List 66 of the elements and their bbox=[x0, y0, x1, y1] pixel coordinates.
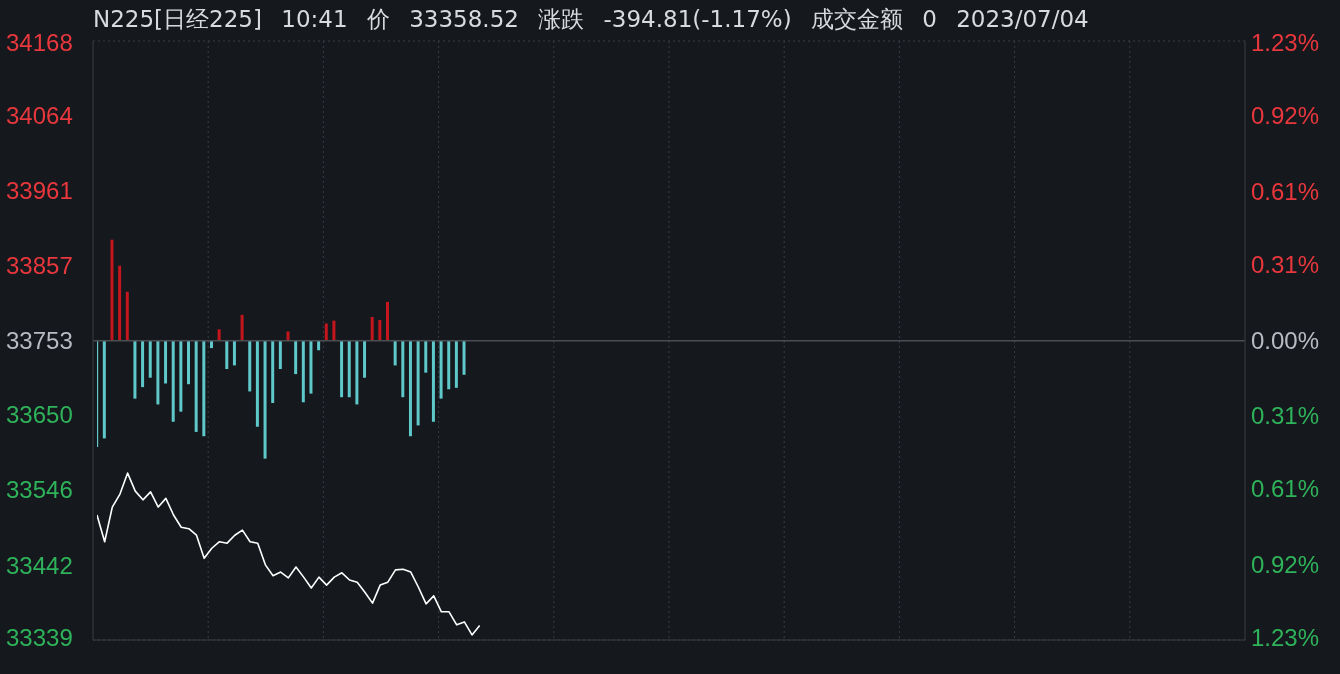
bar bbox=[347, 340, 351, 398]
bar bbox=[309, 340, 313, 394]
y2-tick-label: 0.31% bbox=[1251, 251, 1320, 279]
bar bbox=[454, 340, 458, 388]
y-tick-label: 33442 bbox=[6, 551, 73, 579]
bar bbox=[225, 340, 229, 370]
y2-tick-label: 0.31% bbox=[1251, 401, 1320, 429]
y-tick-label: 33753 bbox=[6, 326, 73, 354]
bar bbox=[202, 340, 206, 437]
y2-tick-label: 0.92% bbox=[1251, 102, 1320, 130]
bar bbox=[171, 340, 175, 422]
bar bbox=[102, 340, 106, 439]
bar bbox=[194, 340, 198, 432]
bar bbox=[401, 340, 405, 398]
bar bbox=[424, 340, 428, 373]
bar bbox=[370, 317, 374, 341]
bar bbox=[240, 314, 244, 341]
bar bbox=[363, 340, 367, 378]
bar bbox=[431, 340, 435, 422]
bar bbox=[125, 291, 129, 341]
y-tick-label: 34064 bbox=[6, 102, 73, 130]
bar bbox=[118, 265, 122, 341]
bar bbox=[164, 340, 168, 384]
y2-tick-label: 0.00% bbox=[1251, 326, 1320, 354]
bar bbox=[386, 301, 389, 341]
bar bbox=[294, 340, 298, 375]
bar bbox=[462, 340, 466, 375]
bar bbox=[156, 340, 160, 405]
y-tick-label: 33961 bbox=[6, 176, 73, 204]
bar bbox=[148, 340, 152, 378]
y-tick-label: 33339 bbox=[6, 624, 73, 651]
bar bbox=[248, 340, 252, 392]
y2-tick-label: 0.61% bbox=[1251, 475, 1320, 503]
bar bbox=[179, 340, 183, 412]
y2-tick-label: 1.23% bbox=[1251, 624, 1320, 651]
y2-tick-label: 0.61% bbox=[1251, 177, 1320, 205]
bar bbox=[416, 340, 420, 426]
bar bbox=[217, 329, 221, 341]
bar bbox=[355, 340, 359, 405]
bar bbox=[301, 340, 305, 403]
bar bbox=[187, 340, 191, 385]
y2-tick-label: 1.23% bbox=[1251, 29, 1320, 56]
bar bbox=[408, 340, 412, 437]
bar bbox=[332, 320, 336, 341]
bar bbox=[232, 340, 236, 366]
bar bbox=[278, 340, 282, 370]
bar bbox=[393, 340, 397, 366]
bar bbox=[340, 340, 344, 398]
bar bbox=[133, 340, 137, 399]
bar bbox=[271, 340, 275, 403]
bar bbox=[324, 323, 328, 341]
y-tick-label: 33857 bbox=[6, 251, 73, 279]
line-series bbox=[97, 472, 481, 636]
bar bbox=[110, 239, 114, 341]
y-tick-label: 34168 bbox=[6, 29, 73, 56]
bar bbox=[286, 331, 290, 341]
bar bbox=[447, 340, 451, 390]
y-tick-label: 33650 bbox=[6, 401, 73, 429]
bar bbox=[439, 340, 443, 399]
bar bbox=[255, 340, 259, 427]
y-tick-label: 33546 bbox=[6, 476, 73, 504]
chart-title: N225[日经225] 10:41 价 33358.52 涨跌 -394.81(-1.17%) 成交金额 0 2023/07/04 bbox=[93, 5, 1089, 34]
y2-tick-label: 0.92% bbox=[1251, 550, 1320, 578]
bar bbox=[141, 340, 145, 388]
bar bbox=[378, 319, 382, 341]
bar bbox=[263, 340, 267, 459]
